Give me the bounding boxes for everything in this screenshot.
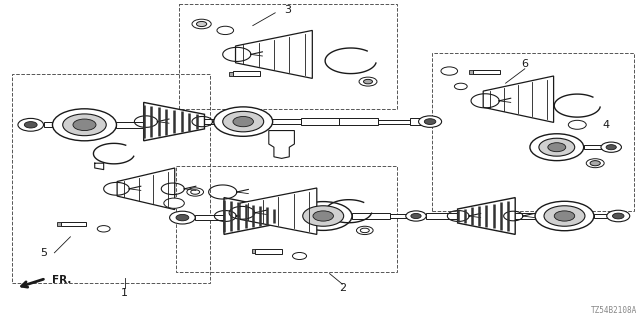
Bar (195, 215, 224, 220)
Text: 4: 4 (602, 120, 610, 130)
Polygon shape (240, 188, 317, 235)
Polygon shape (144, 102, 205, 141)
Circle shape (590, 161, 600, 166)
Polygon shape (117, 168, 175, 210)
Bar (280, 213, 307, 219)
Circle shape (424, 119, 436, 124)
Bar (594, 214, 614, 218)
Text: 3: 3 (285, 4, 291, 15)
Bar (513, 213, 550, 219)
Bar (255, 249, 282, 254)
Text: 2: 2 (339, 283, 346, 293)
Bar (229, 72, 233, 76)
Circle shape (411, 213, 421, 219)
Circle shape (97, 226, 110, 232)
Circle shape (612, 213, 624, 219)
Text: 6: 6 (522, 59, 528, 69)
Circle shape (530, 134, 584, 161)
Circle shape (313, 211, 333, 221)
Bar (301, 118, 339, 125)
Bar (202, 119, 227, 124)
Circle shape (233, 116, 253, 127)
Circle shape (548, 143, 566, 152)
Circle shape (607, 210, 630, 222)
Bar (473, 70, 500, 75)
Bar (44, 122, 67, 127)
Circle shape (539, 138, 575, 156)
Circle shape (360, 228, 369, 233)
Circle shape (441, 67, 458, 75)
Circle shape (544, 206, 585, 226)
Circle shape (223, 111, 264, 132)
Circle shape (419, 116, 442, 127)
Circle shape (292, 252, 307, 260)
Text: 5: 5 (40, 248, 47, 258)
Circle shape (356, 226, 373, 235)
Bar (410, 118, 428, 125)
Bar (272, 119, 301, 124)
Bar (57, 222, 61, 226)
Circle shape (18, 118, 44, 131)
Circle shape (187, 188, 204, 196)
Bar (233, 71, 260, 76)
Circle shape (192, 19, 211, 29)
Circle shape (359, 77, 377, 86)
Circle shape (568, 120, 586, 129)
Circle shape (52, 109, 116, 141)
Circle shape (454, 83, 467, 90)
Circle shape (24, 122, 37, 128)
Circle shape (294, 202, 352, 230)
Bar (352, 213, 390, 219)
Bar (469, 70, 473, 74)
Circle shape (606, 145, 616, 150)
Bar (116, 122, 144, 128)
Circle shape (214, 107, 273, 136)
Bar (339, 118, 378, 125)
Polygon shape (458, 198, 515, 235)
Circle shape (176, 214, 189, 221)
Bar (378, 120, 410, 124)
Circle shape (586, 159, 604, 168)
Bar (426, 213, 458, 219)
Text: TZ54B2108A: TZ54B2108A (591, 306, 637, 315)
Circle shape (303, 206, 344, 226)
Circle shape (364, 79, 372, 84)
Polygon shape (269, 131, 294, 158)
Bar (61, 222, 86, 226)
Polygon shape (224, 198, 282, 235)
Polygon shape (236, 30, 312, 78)
Circle shape (164, 198, 184, 208)
Circle shape (554, 211, 575, 221)
Text: FR.: FR. (52, 275, 72, 285)
Bar (584, 145, 608, 149)
Circle shape (217, 26, 234, 35)
Bar (252, 249, 255, 253)
Bar (390, 214, 413, 218)
Circle shape (406, 211, 426, 221)
Circle shape (170, 211, 195, 224)
Circle shape (63, 114, 106, 136)
Circle shape (601, 142, 621, 152)
Circle shape (191, 190, 200, 194)
Circle shape (73, 119, 96, 131)
Polygon shape (483, 76, 554, 123)
Circle shape (196, 21, 207, 27)
Circle shape (535, 201, 594, 231)
Text: 1: 1 (122, 288, 128, 298)
